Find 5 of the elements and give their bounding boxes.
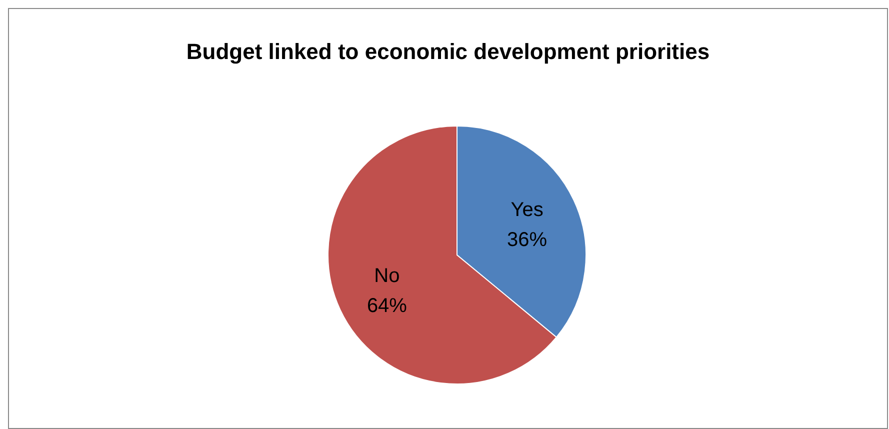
data-label: 64% <box>366 294 408 317</box>
chart-title: Budget linked to economic development priorities <box>186 39 710 64</box>
slice-label: No <box>374 264 400 287</box>
slice-label: Yes <box>510 199 544 222</box>
data-label: 36% <box>507 229 548 252</box>
